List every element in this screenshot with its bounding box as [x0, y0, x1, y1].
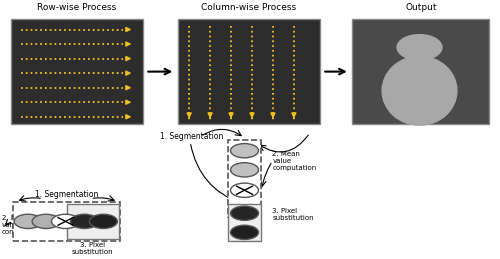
Text: 1. Segmentation: 1. Segmentation [160, 132, 224, 141]
FancyBboxPatch shape [67, 204, 120, 240]
Ellipse shape [397, 35, 442, 60]
FancyBboxPatch shape [178, 19, 320, 124]
Text: 2. Mean
value
computation: 2. Mean value computation [272, 151, 316, 171]
Circle shape [230, 163, 258, 177]
Circle shape [230, 143, 258, 158]
Circle shape [230, 206, 258, 220]
Text: Column-wise Process: Column-wise Process [202, 3, 296, 12]
FancyBboxPatch shape [13, 202, 120, 241]
Circle shape [52, 214, 80, 228]
Ellipse shape [382, 56, 457, 125]
Circle shape [14, 214, 42, 228]
Text: 3. Pixel
substitution: 3. Pixel substitution [72, 242, 114, 255]
Text: 2. Mean
value
computation: 2. Mean value computation [2, 215, 46, 235]
Text: Row-wise Process: Row-wise Process [38, 3, 117, 12]
Circle shape [230, 183, 258, 197]
Text: 1. Segmentation: 1. Segmentation [36, 190, 98, 199]
Text: 3. Pixel
substitution: 3. Pixel substitution [272, 208, 314, 221]
FancyBboxPatch shape [352, 19, 490, 124]
Circle shape [90, 214, 118, 228]
Circle shape [70, 214, 99, 228]
Circle shape [32, 214, 60, 228]
Text: Output: Output [406, 3, 437, 12]
FancyBboxPatch shape [228, 140, 262, 218]
FancyBboxPatch shape [228, 204, 262, 241]
FancyBboxPatch shape [10, 19, 143, 124]
Circle shape [230, 225, 258, 240]
